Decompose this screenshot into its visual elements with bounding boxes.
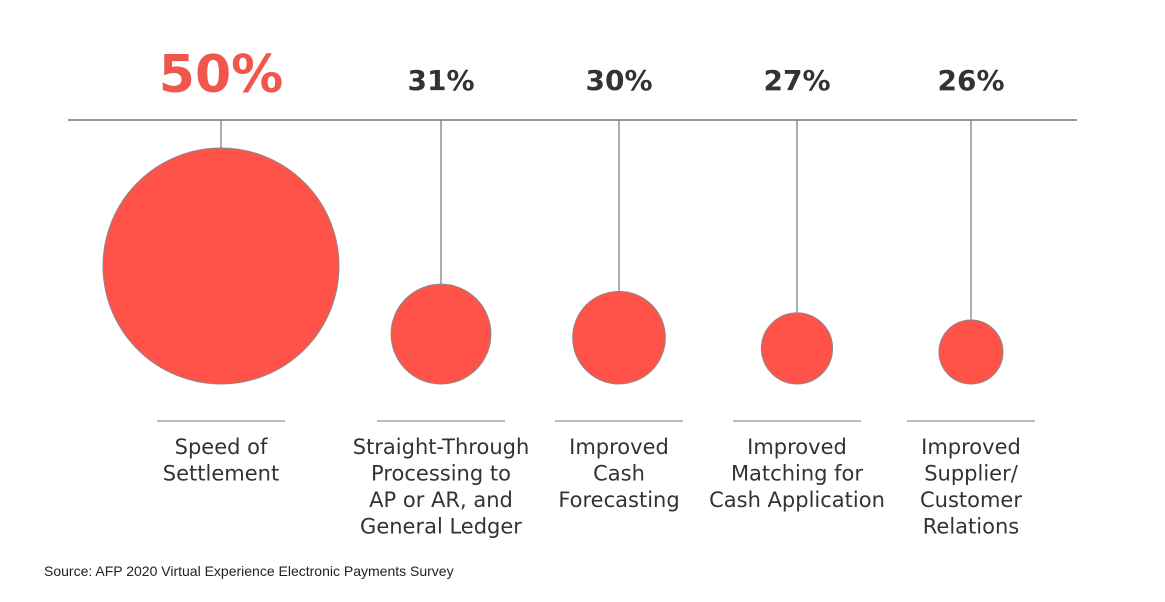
value-label: 50% — [159, 45, 283, 105]
value-label: 31% — [407, 64, 474, 97]
source-note: Source: AFP 2020 Virtual Experience Elec… — [44, 563, 454, 579]
value-label: 30% — [585, 64, 652, 97]
category-label: Straight-Through Processing to AP or AR, a… — [353, 435, 530, 539]
bubble — [572, 290, 666, 385]
value-label: 26% — [937, 64, 1004, 97]
bubble — [760, 312, 834, 385]
category-label: Improved Supplier/Customer Relations — [920, 435, 1022, 539]
bubble — [938, 319, 1004, 385]
chart-marks: 50% Speed of Settlement 31% Straight-Through… — [102, 45, 1035, 539]
category-label: Improved Matching for Cash Application — [709, 435, 885, 512]
value-label: 27% — [763, 64, 830, 97]
bubble — [390, 283, 492, 385]
category-label: Speed of Settlement — [163, 435, 279, 486]
bubble — [102, 147, 340, 385]
category-label: Improved Cash Forecasting — [558, 435, 679, 512]
